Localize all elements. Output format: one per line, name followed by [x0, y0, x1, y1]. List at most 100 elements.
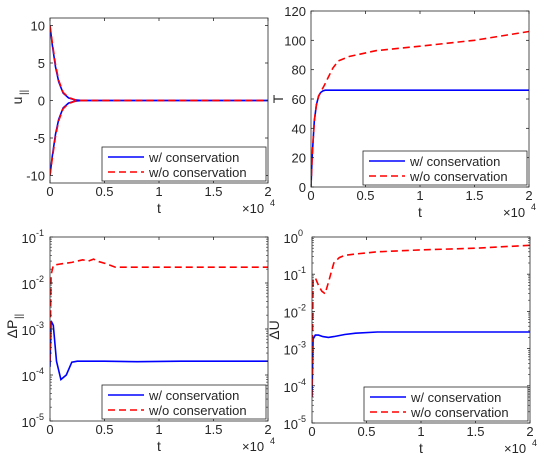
legend-entry: w/o conservation: [148, 165, 247, 180]
series-line-without-conservation: [50, 258, 268, 362]
y-tick-power: -4: [298, 377, 306, 387]
x-axis-label: t: [418, 204, 422, 220]
y-tick-label: 40: [292, 121, 306, 136]
x-axis-label: t: [157, 438, 161, 454]
y-tick-label: 10: [22, 231, 36, 246]
legend-entry: w/o conservation: [410, 405, 509, 420]
y-tick-label: 0: [38, 94, 45, 109]
series-line-with-conservation: [50, 320, 268, 381]
legend-box: [101, 146, 267, 182]
x-exponent: ×10: [503, 205, 525, 220]
y-axis-label-sub: ||: [19, 90, 30, 95]
y-tick-label: -10: [26, 169, 45, 184]
legend-box: [362, 150, 528, 186]
y-tick-label: 10: [284, 417, 298, 432]
y-tick-power: -2: [298, 302, 306, 312]
x-tick-label: 2: [264, 184, 271, 199]
legend-entry: w/o conservation: [409, 169, 508, 184]
x-exponent-power: 4: [531, 202, 536, 212]
series-line-with-conservation: [312, 331, 530, 398]
x-tick-label: 0.5: [357, 424, 375, 439]
y-tick-power: -3: [36, 320, 44, 330]
x-tick-label: 1: [155, 184, 162, 199]
y-tick-power: -2: [36, 274, 44, 284]
y-tick-power: 0: [298, 228, 303, 238]
x-axis-label: t: [419, 440, 423, 456]
y-axis-label: ΔP: [4, 320, 20, 339]
y-axis-label-sub: ||: [14, 314, 25, 319]
x-exponent-power: 4: [270, 436, 275, 446]
x-axis-label: t: [157, 200, 161, 216]
y-tick-label: 10: [284, 231, 298, 246]
y-tick-label: 10: [284, 268, 298, 283]
x-tick-label: 1.5: [466, 424, 484, 439]
y-tick-label: 0: [299, 180, 306, 195]
x-exponent: ×10: [242, 201, 264, 216]
y-tick-label: -5: [33, 131, 45, 146]
y-tick-label: 10: [284, 305, 298, 320]
y-tick-power: -1: [298, 265, 306, 275]
y-tick-label: 10: [22, 277, 36, 292]
x-tick-label: 2: [264, 422, 271, 437]
x-tick-label: 1.5: [465, 188, 483, 203]
x-tick-label: 2: [526, 424, 533, 439]
y-tick-label: 100: [284, 33, 306, 48]
x-tick-label: 2: [525, 188, 532, 203]
x-tick-label: 0: [46, 422, 53, 437]
y-tick-power: -5: [36, 412, 44, 422]
y-tick-label: 10: [284, 343, 298, 358]
legend-entry: w/ conservation: [148, 150, 239, 165]
x-tick-label: 0.5: [356, 188, 374, 203]
y-axis-label: T: [270, 94, 286, 103]
x-tick-label: 1.5: [204, 184, 222, 199]
y-tick-label: 10: [22, 323, 36, 338]
x-tick-label: 1: [155, 422, 162, 437]
series-line-with-conservation: [50, 25, 268, 102]
x-exponent-power: 4: [532, 438, 537, 448]
y-tick-label: 10: [31, 19, 45, 34]
y-tick-power: -3: [298, 340, 306, 350]
legend-box: [101, 384, 267, 420]
series-line-without-conservation: [50, 25, 268, 102]
y-axis-label: u: [9, 97, 25, 105]
y-axis-label-group: ΔP||: [4, 314, 25, 339]
x-tick-label: 0.5: [95, 184, 113, 199]
y-tick-label: 10: [284, 380, 298, 395]
x-tick-label: 1: [416, 188, 423, 203]
x-tick-label: 0: [307, 188, 314, 203]
x-tick-label: 1.5: [204, 422, 222, 437]
x-tick-label: 0: [308, 424, 315, 439]
y-tick-label: 60: [292, 92, 306, 107]
y-tick-label: 80: [292, 63, 306, 78]
chart-upar: 0 0.5 1 1.5 2 -10 -5 0 5 10 t ×10 4 u || w/ conservatio…: [9, 17, 275, 216]
legend-entry: w/ conservation: [148, 388, 239, 403]
chart-du: 0 0.5 1 1.5 210-510-410-310-210-110 0t ×10 4ΔUw…: [266, 228, 537, 456]
y-tick-label: 10: [22, 369, 36, 384]
x-tick-label: 0.5: [95, 422, 113, 437]
y-tick-power: -1: [36, 228, 44, 238]
legend-entry: w/ conservation: [410, 390, 501, 405]
x-tick-label: 1: [417, 424, 424, 439]
legend-box: [363, 386, 529, 422]
y-tick-label: 5: [38, 56, 45, 71]
y-tick-power: -5: [298, 414, 306, 424]
y-tick-label: 20: [292, 151, 306, 166]
chart-dppar: 0 0.5 1 1.5 210-510-410-310-210 -1t ×10 4ΔP||w/…: [4, 228, 275, 454]
series-line-without-conservation: [311, 30, 529, 187]
y-axis-label: ΔU: [266, 320, 282, 339]
x-exponent: ×10: [242, 439, 264, 454]
y-axis-label-group: ΔU: [266, 320, 282, 339]
x-tick-label: 0: [46, 184, 53, 199]
legend-entry: w/o conservation: [148, 403, 247, 418]
x-exponent-power: 4: [270, 198, 275, 208]
legend-entry: w/ conservation: [409, 154, 500, 169]
series-line-without-conservation: [312, 244, 530, 398]
y-tick-label: 120: [284, 4, 306, 19]
y-axis-label-group: T: [270, 94, 286, 103]
y-axis-label-group: u ||: [9, 90, 30, 105]
